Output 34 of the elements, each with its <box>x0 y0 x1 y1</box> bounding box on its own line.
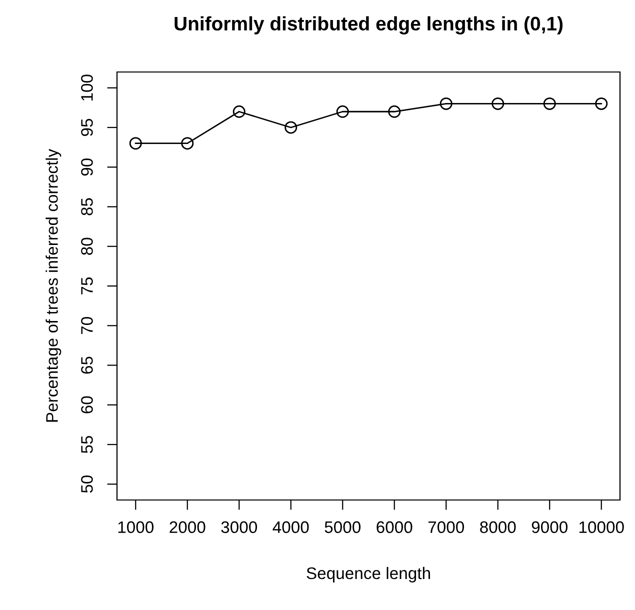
y-axis-title: Percentage of trees inferred correctly <box>46 148 62 422</box>
y-tick-label: 50 <box>81 476 93 493</box>
point <box>129 137 142 150</box>
point <box>388 105 401 118</box>
y-tick-label: 80 <box>81 238 93 255</box>
x-tick-label: 2000 <box>170 521 206 534</box>
x-tick-label: 1000 <box>118 521 154 534</box>
y-tick-label: 85 <box>81 198 93 216</box>
x-tick-label: 7000 <box>428 521 464 534</box>
point <box>492 97 504 110</box>
point <box>232 105 246 118</box>
x-tick-label: 6000 <box>376 521 412 534</box>
x-axis-title: Sequence length <box>306 566 430 582</box>
y-tick-label: 75 <box>81 277 93 294</box>
point <box>595 97 608 110</box>
point <box>543 97 556 110</box>
point <box>181 137 194 150</box>
y-tick-label: 100 <box>81 74 93 100</box>
x-tick-label: 8000 <box>480 521 516 534</box>
chart-title: Uniformly distributed edge lengths in (0,1) <box>174 16 563 34</box>
point <box>284 121 298 134</box>
x-tick-label: 9000 <box>532 521 568 534</box>
y-tick-label: 65 <box>81 356 93 374</box>
x-tick-label: 10000 <box>579 521 624 534</box>
y-tick-label: 55 <box>81 436 93 454</box>
y-tick-label: 90 <box>81 158 93 176</box>
point <box>336 105 349 118</box>
x-tick-label: 4000 <box>272 521 309 534</box>
point <box>440 97 452 110</box>
y-tick-label: 60 <box>81 396 93 414</box>
x-tick-label: 3000 <box>221 521 258 534</box>
x-tick-label: 5000 <box>324 521 361 534</box>
y-tick-label: 70 <box>81 317 93 334</box>
y-tick-label: 95 <box>81 118 93 136</box>
